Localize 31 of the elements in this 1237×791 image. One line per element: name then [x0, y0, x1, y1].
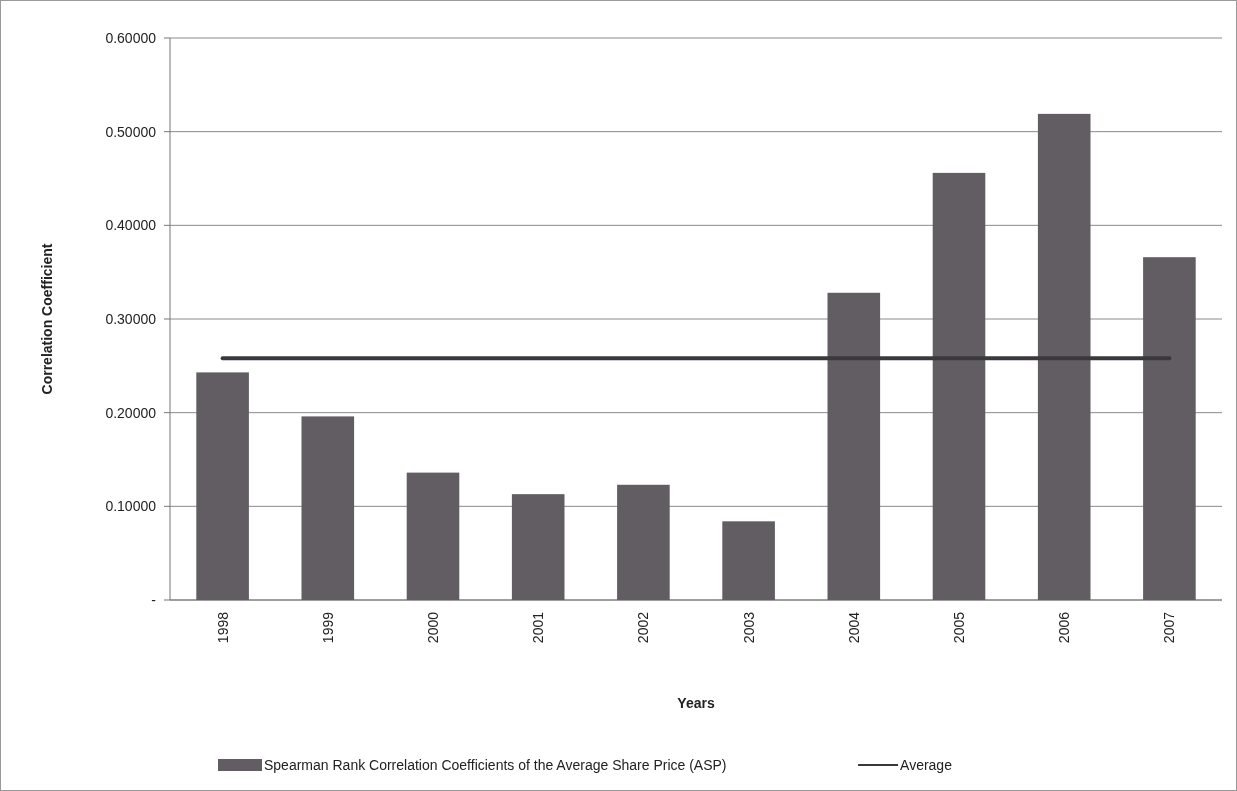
- x-tick-label: 1998: [214, 611, 231, 644]
- x-tick-label: 2004: [845, 611, 862, 644]
- y-tick-label: 0.20000: [105, 404, 157, 421]
- bar: [1143, 257, 1196, 600]
- bar: [1037, 113, 1091, 600]
- bar: [406, 472, 460, 600]
- x-tick-label: 2003: [740, 611, 757, 644]
- legend-label: Spearman Rank Correlation Coefficients of the Average Share Price (ASP): [264, 757, 727, 773]
- bar: [932, 172, 986, 600]
- bar: [827, 292, 881, 600]
- y-tick-label: 0.60000: [105, 30, 157, 46]
- y-tick-label: -: [151, 592, 157, 608]
- bar: [511, 494, 565, 600]
- legend-label: Average: [900, 757, 953, 773]
- y-tick-label: 0.10000: [105, 498, 157, 515]
- y-tick-label: 0.50000: [105, 123, 157, 140]
- x-tick-label: 2000: [425, 611, 441, 644]
- bar: [617, 484, 670, 600]
- bar: [196, 372, 249, 600]
- x-tick-label: 2006: [1056, 611, 1073, 644]
- x-axis-title: Years: [677, 695, 715, 711]
- y-tick-label: 0.40000: [105, 217, 157, 234]
- y-tick-label: 0.30000: [105, 311, 157, 327]
- y-axis-title: Correlation Coefficient: [39, 243, 55, 395]
- x-tick-label: 2005: [951, 611, 967, 644]
- bar: [301, 416, 355, 600]
- x-tick-label: 2007: [1161, 611, 1178, 644]
- bar: [722, 521, 775, 600]
- x-tick-label: 2002: [635, 611, 652, 644]
- x-tick-label: 2001: [530, 611, 547, 644]
- x-tick-label: 1999: [319, 611, 336, 644]
